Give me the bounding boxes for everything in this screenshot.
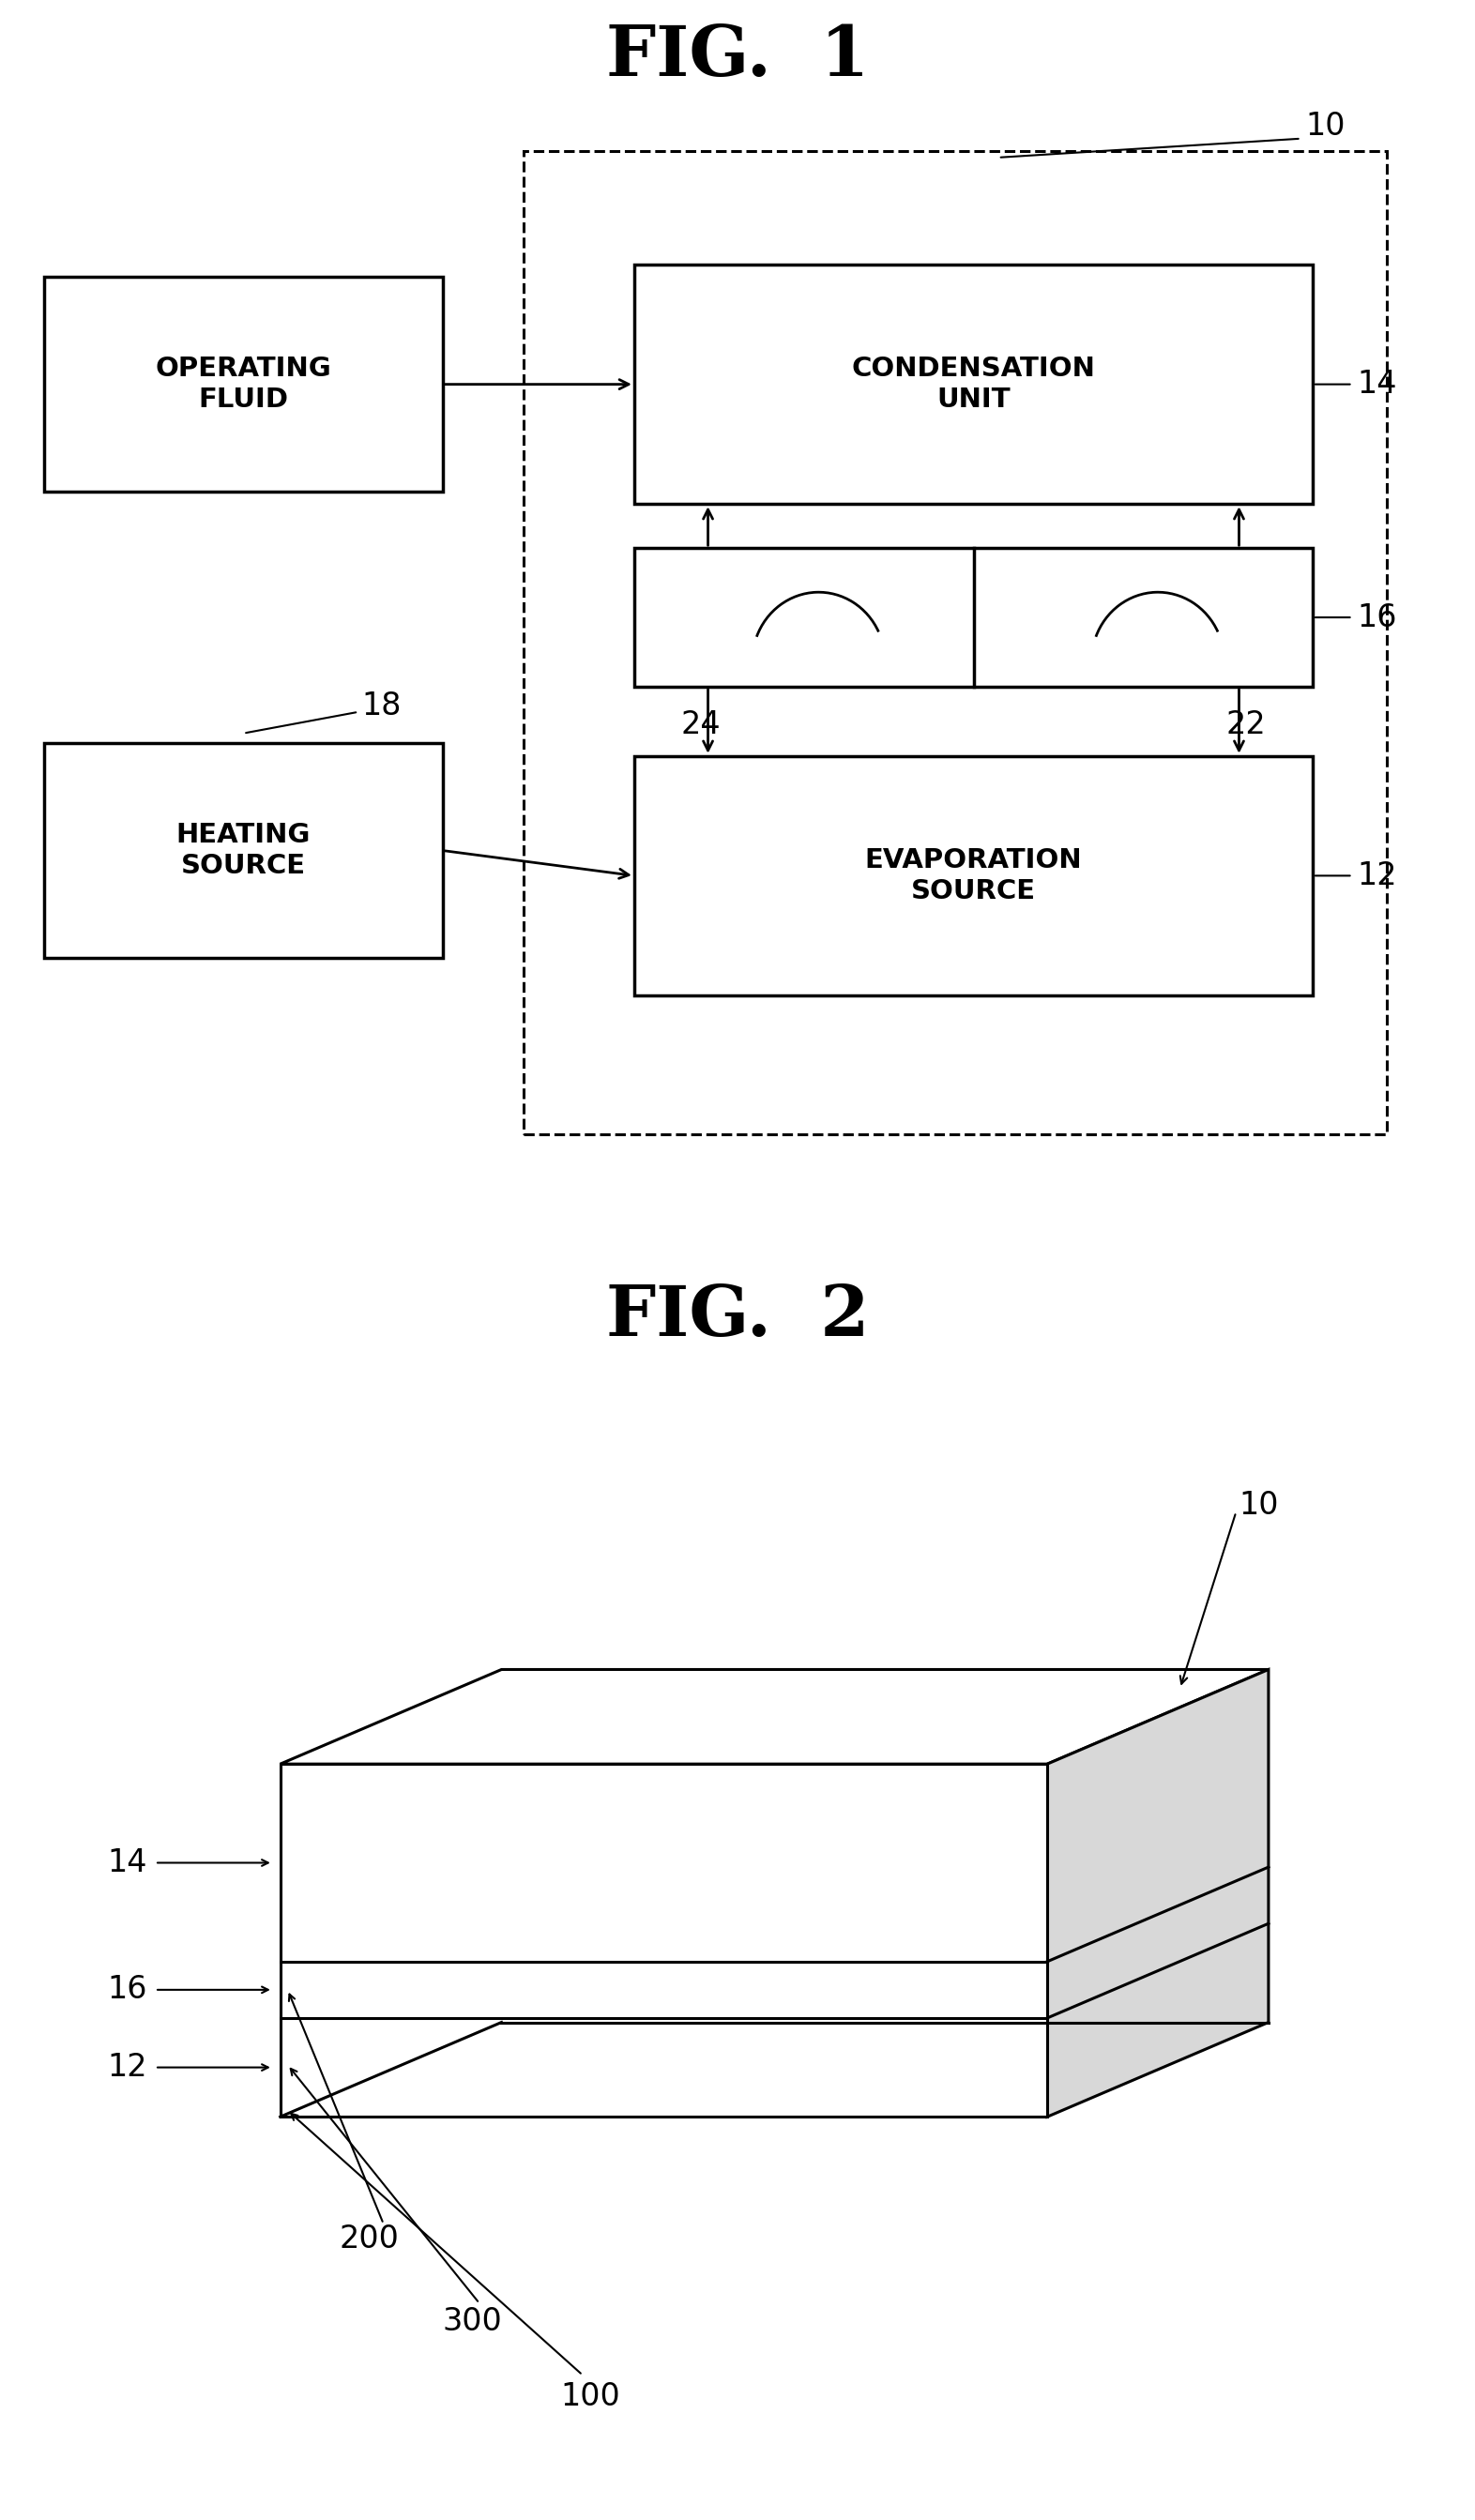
Polygon shape xyxy=(280,1764,1047,2117)
Text: 18: 18 xyxy=(361,690,401,721)
Bar xyxy=(634,547,1313,685)
Polygon shape xyxy=(1047,1668,1268,2117)
Text: 100: 100 xyxy=(560,2381,620,2412)
Bar xyxy=(524,151,1386,1134)
Text: HEATING
SOURCE: HEATING SOURCE xyxy=(176,822,311,879)
Text: 200: 200 xyxy=(339,2223,398,2255)
Text: CONDENSATION
UNIT: CONDENSATION UNIT xyxy=(851,355,1096,413)
Text: FIG.  1: FIG. 1 xyxy=(606,23,869,91)
Text: 14: 14 xyxy=(1357,368,1397,401)
Polygon shape xyxy=(280,1668,1268,1764)
Text: 24: 24 xyxy=(680,711,721,741)
Text: 10: 10 xyxy=(1239,1489,1279,1522)
Bar xyxy=(44,277,443,491)
Text: 12: 12 xyxy=(1357,859,1397,892)
Text: 12: 12 xyxy=(108,2051,148,2084)
Text: 16: 16 xyxy=(1357,602,1397,633)
Text: FIG.  2: FIG. 2 xyxy=(606,1283,869,1351)
Bar xyxy=(634,756,1313,995)
Text: 22: 22 xyxy=(1226,711,1267,741)
Text: EVAPORATION
SOURCE: EVAPORATION SOURCE xyxy=(864,847,1083,905)
Text: 10: 10 xyxy=(1305,111,1345,141)
Text: 14: 14 xyxy=(108,1847,148,1877)
Text: 300: 300 xyxy=(442,2306,502,2336)
Text: 16: 16 xyxy=(108,1973,148,2006)
Bar xyxy=(634,265,1313,504)
Text: OPERATING
FLUID: OPERATING FLUID xyxy=(155,355,332,413)
Bar xyxy=(44,743,443,958)
